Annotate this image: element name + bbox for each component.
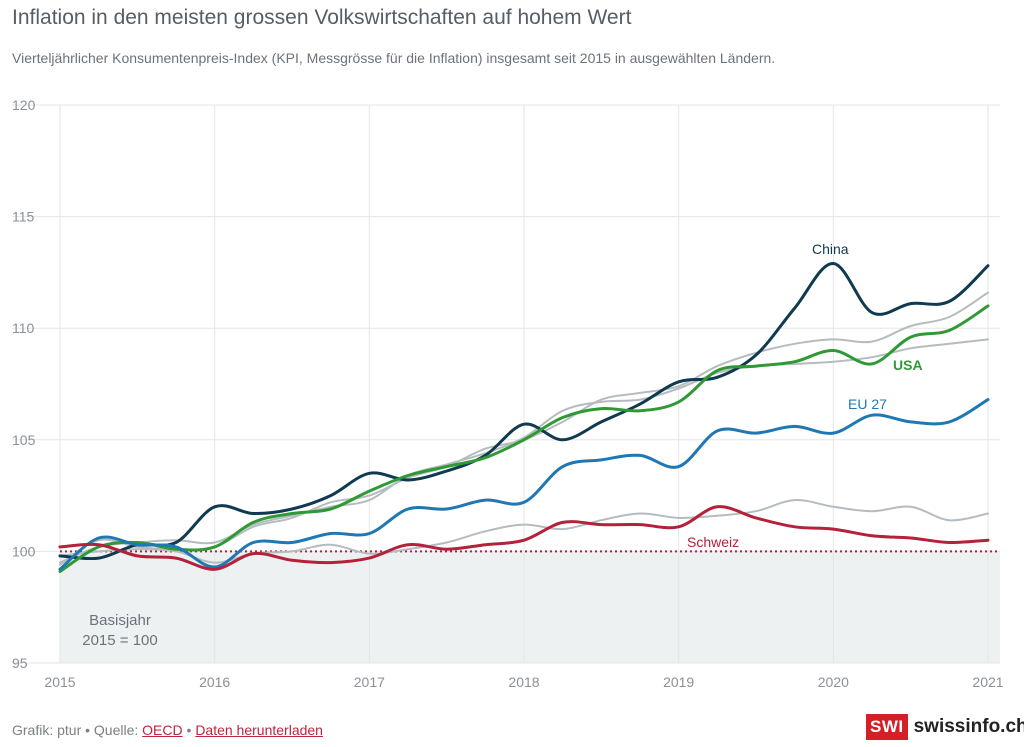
footer-credit: Grafik: ptur • Quelle:	[12, 722, 143, 738]
y-tick-label: 100	[12, 543, 36, 559]
logo-wordmark: swissinfo.ch	[913, 716, 1024, 737]
series-label-china: China	[812, 241, 849, 257]
baseline-annotation: 2015 = 100	[82, 632, 158, 649]
series-line-eu27	[58, 398, 990, 571]
x-tick-label: 2016	[199, 674, 230, 690]
chart-footer: Grafik: ptur • Quelle: OECD • Daten heru…	[12, 722, 323, 738]
chart-subtitle: Vierteljährlicher Konsumentenpreis-Index…	[12, 50, 776, 66]
series-line-other-2	[59, 338, 989, 564]
x-tick-label: 2017	[354, 674, 385, 690]
baseline-annotation: Basisjahr	[89, 612, 151, 629]
series-label-usa: USA	[893, 357, 923, 373]
series-line-other-3	[59, 499, 989, 564]
y-tick-label: 115	[12, 209, 35, 225]
chart-title: Inflation in den meisten grossen Volkswi…	[12, 6, 632, 29]
footer-separator: •	[182, 722, 196, 738]
swissinfo-logo[interactable]: SWI swissinfo.ch	[866, 714, 1024, 740]
swi-logo-mark: SWI	[866, 714, 908, 740]
series-line-china	[58, 262, 990, 561]
x-tick-label: 2015	[44, 674, 75, 690]
x-tick-label: 2021	[972, 674, 1003, 690]
y-tick-label: 105	[12, 432, 36, 448]
y-tick-label: 95	[12, 655, 28, 671]
series-label-schweiz: Schweiz	[687, 534, 739, 550]
oecd-source-link[interactable]: OECD	[142, 722, 183, 738]
x-tick-label: 2020	[818, 674, 849, 690]
line-chart: 95 100 105 110 115 120 2015 2016 2017 2018 2019 202…	[12, 97, 1004, 690]
y-tick-label: 110	[12, 320, 35, 336]
series-line-schweiz	[58, 505, 990, 571]
series-label-eu27: EU 27	[848, 396, 887, 412]
x-tick-label: 2019	[663, 674, 694, 690]
x-tick-label: 2018	[508, 674, 539, 690]
download-data-link[interactable]: Daten herunterladen	[195, 722, 323, 738]
y-tick-label: 120	[12, 97, 36, 113]
series-line-usa	[58, 304, 990, 573]
